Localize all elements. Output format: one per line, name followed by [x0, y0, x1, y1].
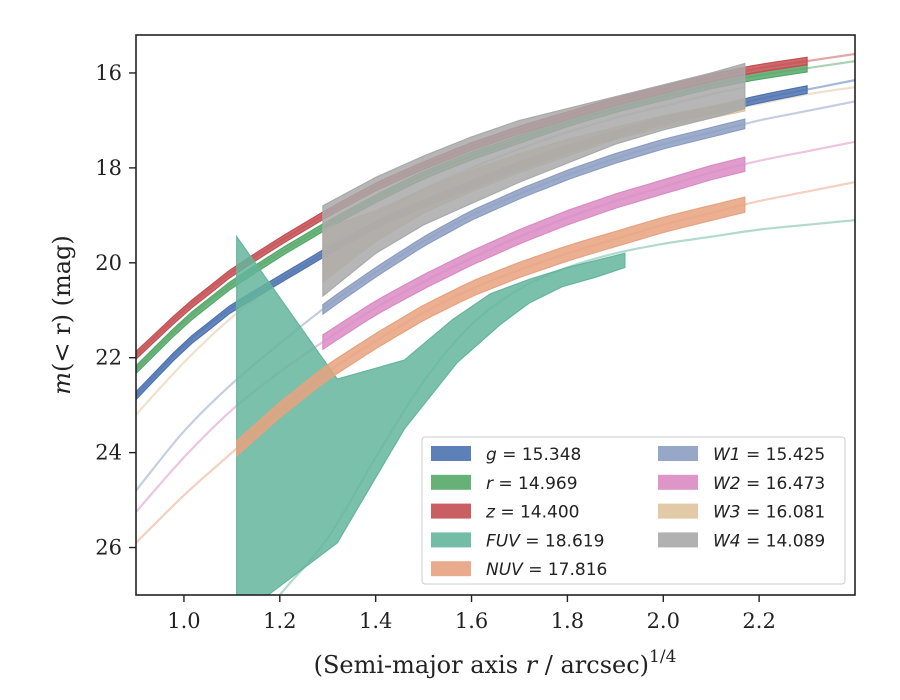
y-tick-label: 16 — [95, 61, 122, 85]
plot-area — [136, 52, 855, 595]
x-axis: 1.0 1.2 1.4 1.6 1.8 2.0 2.2 — [167, 595, 776, 633]
y-tick-label: 18 — [95, 156, 122, 180]
y-tick-label: 20 — [95, 251, 122, 275]
legend-item-nuv: NUV = 17.816 — [431, 560, 607, 580]
plot-frame — [135, 34, 856, 596]
band-fuv — [236, 234, 626, 595]
x-tick-label: 1.2 — [263, 609, 296, 633]
legend-swatch — [658, 474, 698, 490]
legend-item-w1: W1 = 15.425 — [658, 445, 825, 465]
band-w1 — [322, 118, 746, 316]
legend-label: W3 = 16.081 — [713, 503, 825, 523]
legend-label: W1 = 15.425 — [713, 445, 825, 465]
x-tick-label: 2.2 — [742, 609, 775, 633]
y-axis-label-m: m — [48, 372, 76, 395]
legend-swatch — [658, 446, 698, 461]
legend-item-g: g = 15.348 — [431, 445, 581, 465]
legend-item-fuv: FUV = 18.619 — [431, 531, 604, 551]
legend-swatch — [431, 474, 471, 490]
x-axis-label-exponent: 1/4 — [649, 647, 676, 667]
band-nuv — [236, 196, 746, 458]
legend-label: NUV = 17.816 — [486, 560, 607, 580]
legend-label: r = 14.969 — [486, 474, 578, 494]
y-tick-label: 22 — [95, 346, 122, 370]
legend-label: z = 14.400 — [485, 503, 579, 523]
legend-frame — [421, 436, 846, 585]
legend-item-w3: W3 = 16.081 — [658, 503, 825, 523]
legend-label: FUV = 18.619 — [486, 531, 604, 551]
y-axis-label: m(< r) (mag) — [48, 235, 76, 395]
legend-item-w4: W4 = 14.089 — [658, 531, 825, 551]
x-tick-label: 1.8 — [551, 609, 584, 633]
legend-swatch — [431, 446, 471, 461]
legend-swatch — [431, 532, 471, 548]
y-tick-label: 24 — [95, 441, 122, 465]
x-axis-label-rest: / arcsec) — [537, 651, 649, 679]
legend: g = 15.348 r = 14.969 z = 14.400 FUV = 18.6… — [421, 436, 846, 585]
legend-swatch — [658, 532, 698, 548]
legend-label: g = 15.348 — [486, 445, 581, 465]
y-axis-label-inner: (< r) — [48, 314, 76, 372]
x-tick-label: 1.4 — [359, 609, 392, 633]
legend-label: W2 = 16.473 — [713, 474, 825, 494]
legend-swatch — [431, 561, 471, 577]
legend-label: W4 = 14.089 — [713, 531, 825, 551]
legend-swatch — [658, 503, 698, 519]
y-tick-label: 26 — [95, 536, 122, 560]
x-tick-label: 2.0 — [647, 609, 680, 633]
legend-item-r: r = 14.969 — [431, 474, 578, 494]
x-axis-label-variable: r — [526, 651, 539, 679]
y-axis-label-unit: (mag) — [48, 235, 76, 314]
legend-swatch — [431, 503, 471, 519]
y-axis: 16 18 20 22 24 26 — [95, 61, 136, 560]
band-w4 — [322, 62, 746, 298]
legend-item-w2: W2 = 16.473 — [658, 474, 825, 494]
legend-item-z: z = 14.400 — [431, 503, 579, 523]
x-tick-label: 1.6 — [455, 609, 488, 633]
x-axis-label: (Semi-major axis r / arcsec)1/4 — [314, 647, 677, 679]
x-axis-label-main: (Semi-major axis — [314, 651, 526, 679]
band-w2 — [322, 156, 746, 351]
x-tick-label: 1.0 — [167, 609, 200, 633]
